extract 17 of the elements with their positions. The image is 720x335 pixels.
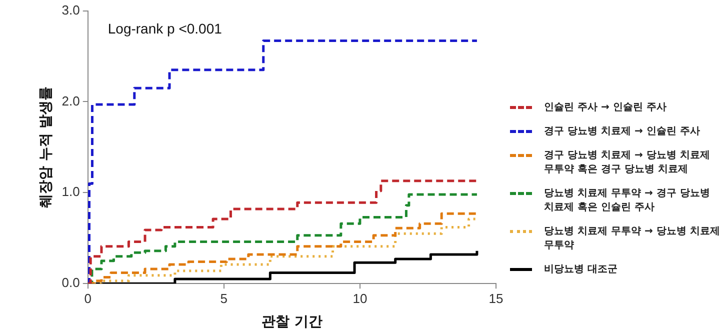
legend-label: 경구 당뇨병 치료제 → 당뇨병 치료제 무투약 혹은 경구 당뇨병 치료제 — [544, 149, 711, 176]
legend-label: 인슐린 주사 → 인슐린 주사 — [544, 101, 666, 114]
x-tick-label: 15 — [488, 290, 504, 306]
y-tick-label: 2.0 — [62, 93, 80, 108]
legend-label: 경구 당뇨병 치료제 → 인슐린 주사 — [544, 125, 700, 138]
legend-label: 당뇨병 치료제 무투약 → 당뇨병 치료제 무투약 — [544, 225, 720, 252]
x-axis-title: 관찰 기간 — [262, 314, 322, 330]
legend-label: 당뇨병 치료제 무투약 → 경구 당뇨병 치료제 혹은 인슐린 주사 — [544, 187, 711, 214]
annotation: Log-rank p <0.001 — [108, 20, 222, 37]
y-tick-label: 1.0 — [62, 184, 80, 200]
legend-label: 비당뇨병 대조군 — [544, 263, 618, 276]
y-axis-title: 췌장암 누적 발생률 — [38, 86, 54, 208]
y-tick-label: 3.0 — [62, 2, 80, 18]
x-tick-label: 10 — [352, 290, 368, 306]
x-tick-label: 5 — [220, 290, 228, 306]
y-tick-label: 0.0 — [62, 275, 80, 290]
x-tick-label: 0 — [84, 290, 92, 306]
